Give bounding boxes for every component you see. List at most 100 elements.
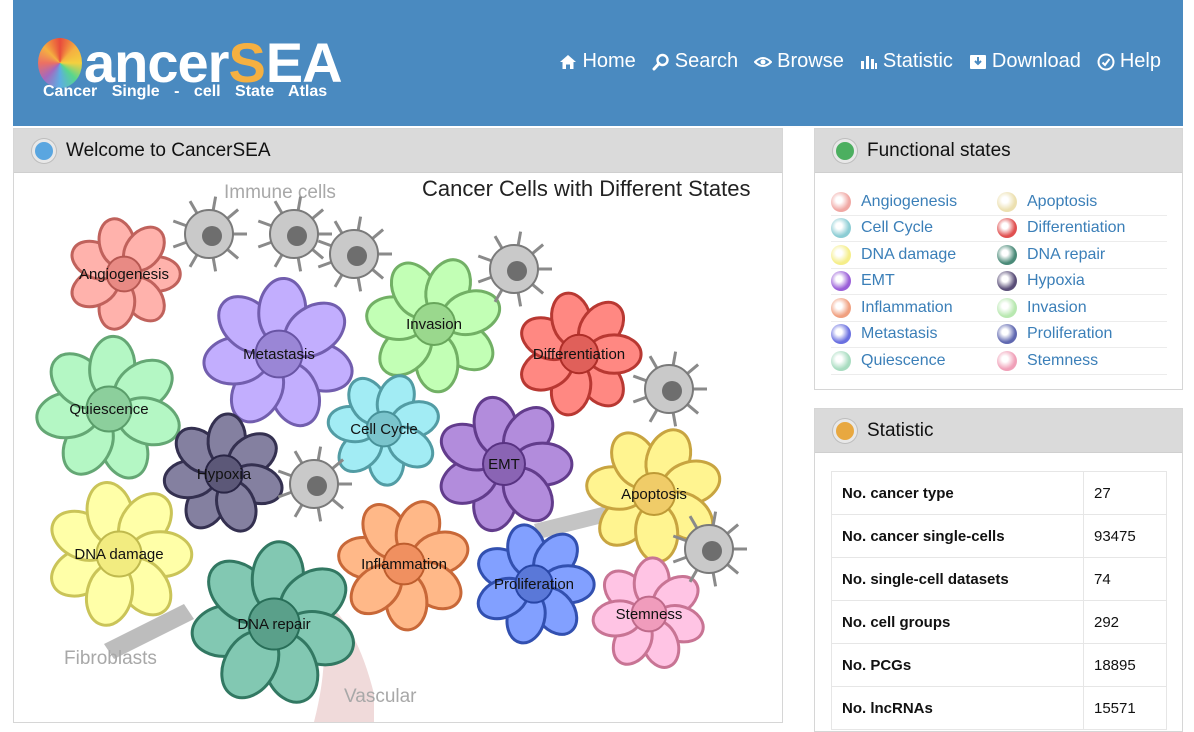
- functional-states-panel: Functional states Angiogenesis Apoptosis C…: [814, 128, 1183, 390]
- state-cell: Metastasis: [202, 277, 354, 428]
- functional-state-item[interactable]: Angiogenesis: [831, 189, 997, 216]
- functional-state-item[interactable]: Invasion: [997, 295, 1167, 322]
- state-cell-label: Cell Cycle: [350, 421, 418, 438]
- functional-state-item[interactable]: Quiescence: [831, 348, 997, 375]
- cell-nucleus: [365, 410, 403, 448]
- cell-nucleus: [85, 385, 133, 433]
- state-cell-label: DNA damage: [74, 546, 163, 563]
- nav-help-label: Help: [1119, 50, 1161, 72]
- immune-cells-label: Immune cells: [224, 182, 336, 203]
- panel-bullet-icon: [32, 138, 56, 163]
- functional-state-item[interactable]: DNA damage: [831, 242, 997, 269]
- functional-state-item[interactable]: Inflammation: [831, 295, 997, 322]
- state-cell: Apoptosis: [585, 428, 722, 564]
- logo-s: S: [228, 31, 266, 94]
- statistic-row: No. cancer single-cells 93475: [831, 514, 1167, 558]
- functional-state-item[interactable]: Proliferation: [997, 322, 1167, 348]
- nav-home[interactable]: Home: [559, 50, 636, 73]
- state-cell-icon: [831, 324, 851, 345]
- state-cell-label: Differentiation: [533, 346, 625, 363]
- functional-state-label: DNA damage: [861, 245, 957, 263]
- nav-download-label: Download: [991, 50, 1081, 72]
- state-cell: Invasion: [365, 258, 502, 394]
- cell-nucleus: [514, 564, 554, 604]
- statistic-row: No. cancer type 27: [831, 471, 1167, 515]
- state-cell-icon: [997, 297, 1017, 318]
- logo-c-mosaic-icon: [38, 38, 82, 88]
- immune-cell-icon: [632, 351, 707, 427]
- statistic-header: Statistic: [815, 409, 1182, 453]
- panel-bullet-icon: [833, 418, 857, 443]
- functional-state-item[interactable]: Stemness: [997, 348, 1167, 375]
- functional-state-label: Invasion: [1027, 298, 1087, 316]
- functional-state-item[interactable]: Cell Cycle: [831, 216, 997, 242]
- functional-state-label: DNA repair: [1027, 245, 1106, 263]
- functional-state-label: Proliferation: [1027, 325, 1113, 343]
- state-cell-icon: [831, 271, 851, 292]
- functional-state-item[interactable]: Apoptosis: [997, 189, 1167, 216]
- functional-state-item[interactable]: EMT: [831, 269, 997, 295]
- immune-cell-icon: [257, 196, 332, 272]
- home-icon: [560, 54, 577, 69]
- fibroblasts-label: Fibroblasts: [64, 648, 157, 669]
- state-cell-label: Metastasis: [243, 346, 315, 363]
- welcome-panel: Welcome to CancerSEA Cancer Cells with D…: [13, 128, 783, 723]
- functional-states-list: Angiogenesis Apoptosis Cell Cycle Different…: [831, 189, 1167, 375]
- cell-nucleus: [630, 595, 668, 633]
- state-cell-label: Invasion: [406, 316, 462, 333]
- state-cells-group: Angiogenesis Metastasis Invasion Differenti…: [35, 217, 722, 704]
- statistic-value: 15571: [1083, 686, 1167, 730]
- functional-state-label: EMT: [861, 272, 895, 290]
- cancersea-logo[interactable]: ancer S EA Cancer Single - cell State At…: [38, 28, 343, 108]
- state-cell: DNA damage: [50, 481, 194, 627]
- state-cell-label: Proliferation: [494, 576, 574, 593]
- state-cell: Cell Cycle: [326, 374, 440, 487]
- functional-states-title: Functional states: [867, 139, 1011, 161]
- statistic-value: 27: [1083, 471, 1167, 515]
- functional-state-item[interactable]: DNA repair: [997, 242, 1167, 269]
- cell-nucleus: [204, 454, 244, 494]
- logo-ea: EA: [265, 31, 343, 94]
- panel-bullet-icon: [833, 138, 857, 163]
- statistic-key: No. cancer single-cells: [831, 514, 1084, 558]
- functional-state-label: Inflammation: [861, 298, 953, 316]
- statistic-key: No. lncRNAs: [831, 686, 1084, 730]
- immune-cell-icon: [477, 231, 552, 307]
- cell-nucleus: [412, 302, 456, 346]
- bar-chart-icon: [860, 55, 877, 69]
- immune-cell-icon: [672, 511, 747, 587]
- nav-search[interactable]: Search: [652, 50, 738, 73]
- statistic-value: 18895: [1083, 643, 1167, 687]
- functional-state-label: Quiescence: [861, 351, 946, 369]
- vascular-label: Vascular: [344, 686, 417, 707]
- nav-browse[interactable]: Browse: [754, 50, 844, 73]
- functional-state-item[interactable]: Metastasis: [831, 322, 997, 348]
- fibroblast-shape: [104, 604, 194, 659]
- logo-subtitle: Cancer Single - cell State Atlas: [43, 83, 328, 100]
- statistic-row: No. PCGs 18895: [831, 643, 1167, 687]
- nav-statistic[interactable]: Statistic: [860, 50, 953, 73]
- functional-state-item[interactable]: Hypoxia: [997, 269, 1167, 295]
- functional-state-item[interactable]: Differentiation: [997, 216, 1167, 242]
- state-cell-icon: [997, 244, 1017, 265]
- nav-help[interactable]: Help: [1097, 50, 1161, 73]
- state-cell: Quiescence: [35, 334, 181, 480]
- state-cell-label: Inflammation: [361, 556, 447, 573]
- statistic-key: No. single-cell datasets: [831, 557, 1084, 601]
- statistic-row: No. single-cell datasets 74: [831, 557, 1167, 601]
- functional-states-header: Functional states: [815, 129, 1182, 173]
- functional-state-label: Metastasis: [861, 325, 938, 343]
- state-cell: Proliferation: [476, 523, 596, 645]
- help-icon: [1097, 53, 1115, 70]
- nav-download[interactable]: Download: [969, 50, 1081, 73]
- statistic-title: Statistic: [867, 419, 934, 441]
- eye-icon: [754, 56, 773, 67]
- cell-nucleus: [95, 530, 143, 578]
- statistic-value: 93475: [1083, 514, 1167, 558]
- welcome-panel-header: Welcome to CancerSEA: [14, 129, 782, 173]
- statistic-key: No. cancer type: [831, 471, 1084, 515]
- state-cell: DNA repair: [190, 540, 355, 704]
- cancer-cells-illustration: Cancer Cells with Different States Immun…: [14, 174, 782, 722]
- cell-nucleus: [558, 333, 600, 375]
- statistic-row: No. lncRNAs 15571: [831, 686, 1167, 730]
